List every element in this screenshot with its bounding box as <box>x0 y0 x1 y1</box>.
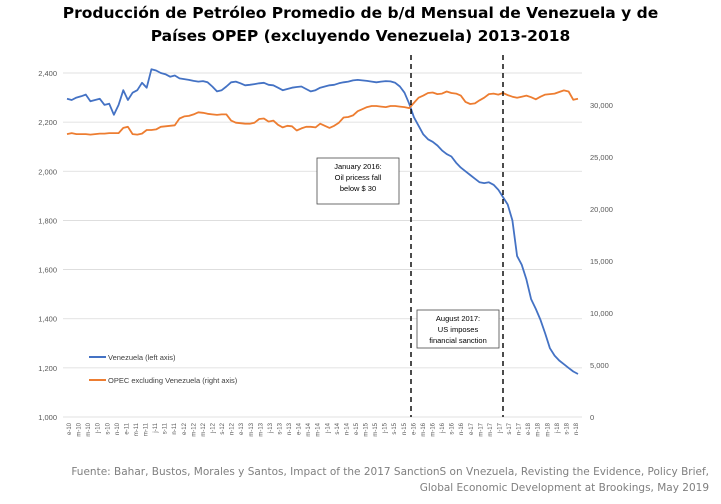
annotation-boxes: January 2016: Oil pricess fall below $ 30 A… <box>316 157 500 349</box>
x-tick-label: n-17 <box>517 422 523 435</box>
right-axis-ticks: 0 5,000 10,000 15,000 20,000 25,000 30,000 <box>590 101 613 422</box>
x-tick-label: e-12 <box>182 422 188 435</box>
chart-title: Producción de Petróleo Promedio de b/d M… <box>0 2 721 48</box>
x-axis-ticks: e-10 m-10 m-10 j-10 s-10 n-10 e-11 m-11 m-11 j-11… <box>67 422 580 436</box>
x-tick-label: s-12 <box>220 422 226 434</box>
x-tick-label: n-18 <box>574 422 580 435</box>
x-tick-label: e-17 <box>469 422 475 435</box>
x-tick-label: m-13 <box>258 422 264 436</box>
x-tick-label: e-16 <box>411 422 417 435</box>
chart-title-line-1: Producción de Petróleo Promedio de b/d M… <box>62 4 659 22</box>
x-tick-label: s-10 <box>105 422 111 434</box>
left-tick-label: 1,400 <box>38 315 57 324</box>
legend-label: OPEC excluding Venezuela (right axis) <box>108 376 238 385</box>
right-tick-label: 30,000 <box>590 101 613 110</box>
x-tick-label: j-18 <box>555 422 561 434</box>
x-tick-label: j-17 <box>497 422 503 434</box>
legend: Venezuela (left axis) OPEC excluding Vene… <box>89 353 238 385</box>
venezuela-series-line <box>66 68 579 375</box>
x-tick-label: m-12 <box>191 422 197 436</box>
right-tick-label: 15,000 <box>590 257 613 266</box>
right-tick-label: 25,000 <box>590 153 613 162</box>
left-axis-ticks: 1,000 1,200 1,400 1,600 1,800 2,000 2,200 2,400 <box>38 69 57 422</box>
x-tick-label: s-11 <box>163 422 169 434</box>
x-tick-label: e-10 <box>67 422 73 435</box>
x-tick-label: j-14 <box>325 422 331 434</box>
x-tick-label: m-12 <box>201 422 207 436</box>
x-tick-label: s-13 <box>277 422 283 434</box>
annotation-text: January 2016: <box>334 162 382 171</box>
x-tick-label: n-11 <box>172 422 178 434</box>
x-tick-label: m-10 <box>86 422 92 436</box>
x-tick-label: e-18 <box>526 422 532 435</box>
x-tick-label: j-12 <box>210 422 216 434</box>
annotation-text: US imposes <box>438 325 479 334</box>
x-tick-label: m-16 <box>421 422 427 436</box>
right-tick-label: 5,000 <box>590 361 609 370</box>
x-tick-label: j-11 <box>153 422 159 433</box>
x-tick-label: j-13 <box>268 422 274 434</box>
x-tick-label: m-14 <box>316 422 322 436</box>
x-tick-label: m-17 <box>478 422 484 436</box>
source-note: Fuente: Bahar, Bustos, Morales y Santos,… <box>9 464 709 496</box>
x-tick-label: n-13 <box>287 422 293 435</box>
x-tick-label: j-16 <box>440 422 446 434</box>
x-tick-label: e-13 <box>239 422 245 435</box>
x-tick-label: s-15 <box>392 422 398 434</box>
annotation-text: August 2017: <box>436 314 480 323</box>
x-tick-label: s-16 <box>450 422 456 434</box>
x-tick-label: n-15 <box>402 422 408 435</box>
annotation-box-2 <box>416 309 500 349</box>
x-tick-label: n-14 <box>344 422 350 435</box>
x-tick-label: e-14 <box>297 422 303 435</box>
x-tick-label: m-11 <box>144 422 150 436</box>
x-tick-label: n-16 <box>459 422 465 435</box>
x-tick-label: j-10 <box>96 422 102 434</box>
x-tick-label: m-15 <box>364 422 370 436</box>
right-tick-label: 20,000 <box>590 205 613 214</box>
left-tick-label: 1,000 <box>38 413 57 422</box>
x-tick-label: m-17 <box>488 422 494 436</box>
opec-series-line <box>66 89 579 136</box>
x-tick-label: m-14 <box>306 422 312 436</box>
annotation-box-1 <box>316 157 400 205</box>
chart-title-line-2: Países OPEP (excluyendo Venezuela) 2013-… <box>150 27 571 45</box>
x-tick-label: m-10 <box>77 422 83 436</box>
right-tick-label: 10,000 <box>590 309 613 318</box>
right-tick-label: 0 <box>590 413 594 422</box>
source-line-1: Fuente: Bahar, Bustos, Morales y Santos,… <box>71 466 709 478</box>
left-tick-label: 1,600 <box>38 266 57 275</box>
source-line-2: Global Economic Development at Brookings… <box>419 482 709 494</box>
x-tick-label: m-16 <box>431 422 437 436</box>
x-tick-label: s-14 <box>335 422 341 434</box>
series-layer <box>66 68 579 375</box>
left-tick-label: 2,400 <box>38 69 57 78</box>
annotation-text: Oil pricess fall <box>335 173 382 182</box>
x-tick-label: n-10 <box>115 422 121 435</box>
x-tick-label: e-11 <box>124 422 130 434</box>
legend-label: Venezuela (left axis) <box>108 353 176 362</box>
x-tick-label: s-18 <box>564 422 570 434</box>
left-tick-label: 1,800 <box>38 216 57 225</box>
x-tick-label: s-17 <box>507 422 513 434</box>
left-tick-label: 2,200 <box>38 118 57 127</box>
x-tick-label: m-15 <box>373 422 379 436</box>
x-tick-label: j-15 <box>383 422 389 434</box>
x-tick-label: m-11 <box>134 422 140 436</box>
annotation-text: below $ 30 <box>340 184 376 193</box>
x-tick-label: n-12 <box>230 422 236 435</box>
left-tick-label: 2,000 <box>38 167 57 176</box>
left-tick-label: 1,200 <box>38 364 57 373</box>
x-tick-label: m-18 <box>536 422 542 436</box>
x-tick-label: m-18 <box>545 422 551 436</box>
x-tick-label: m-13 <box>249 422 255 436</box>
annotation-text: financial sanction <box>429 336 487 345</box>
x-tick-label: e-15 <box>354 422 360 435</box>
event-lines <box>410 55 504 417</box>
